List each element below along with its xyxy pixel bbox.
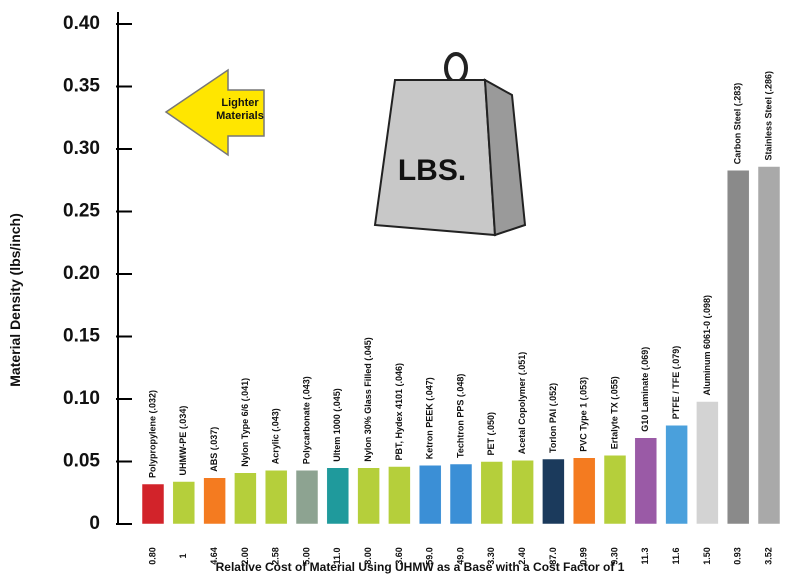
bar <box>572 457 596 525</box>
cost-label: 87.0 <box>548 547 558 565</box>
bar-label: PBT, Hydex 4101 (.046) <box>394 363 404 461</box>
bar-label: Torlon PAI (.052) <box>548 383 558 453</box>
bar <box>234 472 257 525</box>
bar <box>757 166 781 525</box>
bar <box>264 470 288 525</box>
x-axis-label: Relative Cost of Material Using UHMW as … <box>216 560 625 574</box>
bar-label: Nylon 30% Glass Filled (.045) <box>363 337 373 462</box>
bar-label: Carbon Steel (.283) <box>733 83 743 165</box>
bar-label: Aluminum 6061-0 (.098) <box>702 295 712 396</box>
cost-label: 0.80 <box>147 547 157 565</box>
bar-label: UHMW-PE (.034) <box>178 406 188 476</box>
bar-label: Techtron PPS (.048) <box>455 374 465 458</box>
cost-label: 1 <box>178 553 188 558</box>
y-tick-label: 0.35 <box>63 76 100 97</box>
cost-label: 9.30 <box>609 547 619 565</box>
cost-label: 11.0 <box>332 547 342 564</box>
bar <box>141 483 165 525</box>
cost-label: 5.00 <box>301 547 311 565</box>
cost-label: 8.00 <box>363 547 373 565</box>
y-tick-label: 0.20 <box>63 263 100 284</box>
y-tick-label: 0.15 <box>63 326 100 347</box>
cost-label: 59.0 <box>425 547 435 565</box>
bar <box>665 425 688 525</box>
cost-label: 3.52 <box>763 547 773 565</box>
bar-label: ABS (.037) <box>209 427 219 472</box>
cost-label: 1.50 <box>702 547 712 565</box>
bar-label: Polypropylene (.032) <box>147 390 157 478</box>
cost-label: 3.30 <box>486 547 496 565</box>
y-tick-label: 0.10 <box>63 388 100 409</box>
cost-label: 0.99 <box>579 547 589 565</box>
annotation: Lighter Materials <box>216 97 264 122</box>
bar <box>634 437 658 525</box>
bar <box>603 455 627 525</box>
bar <box>726 170 750 525</box>
cost-label: 2.58 <box>271 547 281 565</box>
bar-label: PVC Type 1 (.053) <box>579 377 589 452</box>
bar-label: Ultem 1000 (.045) <box>332 388 342 462</box>
bar-label: PET (.050) <box>486 412 496 456</box>
bar <box>203 477 226 525</box>
bar <box>295 470 319 525</box>
cost-label: 2.00 <box>240 547 250 565</box>
cost-label: 11.6 <box>671 547 681 564</box>
bar <box>449 463 473 525</box>
bar <box>542 458 565 525</box>
bar <box>418 465 442 525</box>
y-tick-label: 0.25 <box>63 201 100 222</box>
bar <box>357 467 380 525</box>
weight-side <box>483 78 527 237</box>
bar-label: G10 Laminate (.069) <box>640 347 650 432</box>
bar <box>511 460 534 525</box>
bar <box>326 467 350 525</box>
cost-label: 0.93 <box>733 547 743 565</box>
y-tick-label: 0.05 <box>63 451 100 472</box>
bar-label: Polycarbonate (.043) <box>301 376 311 464</box>
cost-label: 11.3 <box>640 547 650 564</box>
cost-label: 4.64 <box>209 547 219 565</box>
cost-label: 3.60 <box>394 547 404 565</box>
bar-label: Acetal Copolymer (.051) <box>517 352 527 455</box>
bar <box>696 401 719 525</box>
bar-label: Ertalyte TX (.055) <box>609 376 619 449</box>
bar-label: Stainless Steel (.286) <box>763 71 773 161</box>
y-tick-label: 0 <box>89 513 100 534</box>
y-axis-label: Material Density (lbs/inch) <box>7 213 23 386</box>
bar <box>480 461 504 525</box>
bar <box>388 466 411 525</box>
bar-label: Acrylic (.043) <box>271 408 281 464</box>
bar-label: Nylon Type 6/6 (.041) <box>240 378 250 467</box>
weight-ring <box>444 52 468 84</box>
cost-label: 49.0 <box>455 547 465 565</box>
y-tick-label: 0.40 <box>63 13 100 34</box>
bar-label: PTFE / TFE (.079) <box>671 346 681 420</box>
cost-label: 2.40 <box>517 547 527 565</box>
annotation: LBS. <box>398 154 466 187</box>
y-tick-label: 0.30 <box>63 138 100 159</box>
arrow-icon <box>164 68 265 157</box>
bar <box>172 481 196 525</box>
bar-label: Ketron PEEK (.047) <box>425 377 435 459</box>
